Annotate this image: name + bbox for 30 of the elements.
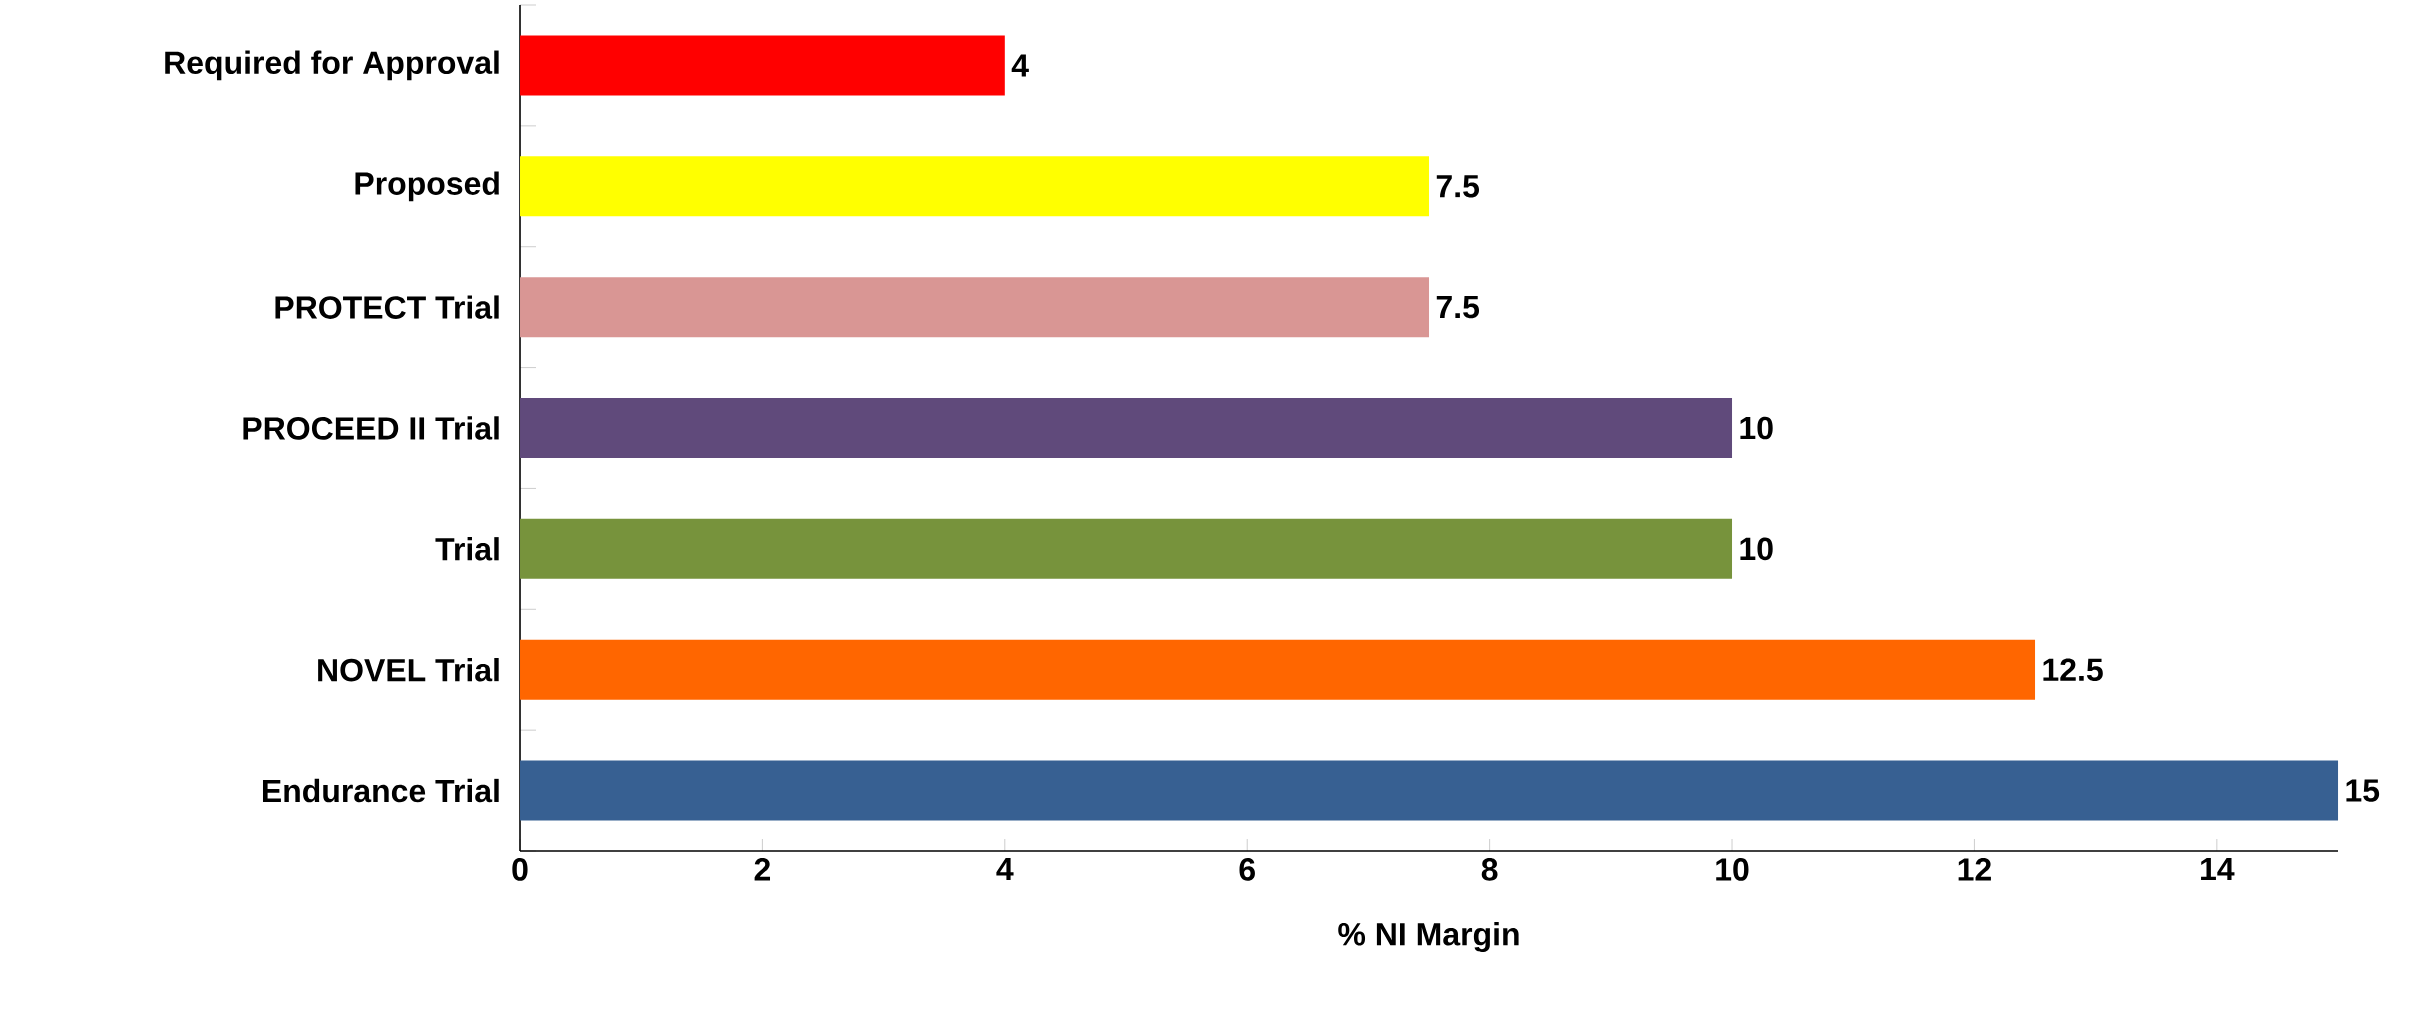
data-label: 12.5 [2043, 658, 2103, 682]
x-axis-title: % NI Margin [1338, 922, 1519, 953]
bar [520, 398, 1733, 459]
bar [520, 277, 1430, 338]
data-label: 10 [1740, 416, 1773, 440]
y-tick-label: Proposed [355, 171, 499, 202]
bar [520, 156, 1430, 217]
y-tick-label: PROCEED II Trial [243, 416, 499, 440]
data-label: 7.5 [1436, 175, 1480, 198]
bar [520, 639, 2036, 700]
x-tick-label: 2 [754, 858, 771, 881]
bar [520, 760, 2339, 821]
x-tick-label: 14 [2201, 858, 2235, 881]
x-tick-label: 12 [1958, 858, 1991, 881]
x-tick-label: 8 [1481, 858, 1498, 881]
x-tick-label: 10 [1716, 858, 1749, 881]
data-label: 7.5 [1436, 295, 1480, 319]
y-tick-label: NOVEL Trial [318, 657, 499, 682]
y-tick-label: Endurance Trial [262, 778, 499, 803]
data-label: 15 [2346, 779, 2380, 802]
bar [520, 518, 1733, 579]
x-tick-label: 6 [1239, 858, 1255, 881]
data-label: 10 [1740, 537, 1773, 561]
y-tick-label: PROTECT Trial [275, 295, 499, 319]
y-tick-label: Required for Approval [165, 50, 499, 81]
data-label: 4 [1011, 54, 1029, 77]
y-tick-label: Trial [435, 537, 499, 561]
x-tick-label: 4 [996, 858, 1014, 881]
x-tick-label: 0 [512, 858, 528, 881]
bar [520, 35, 1005, 96]
